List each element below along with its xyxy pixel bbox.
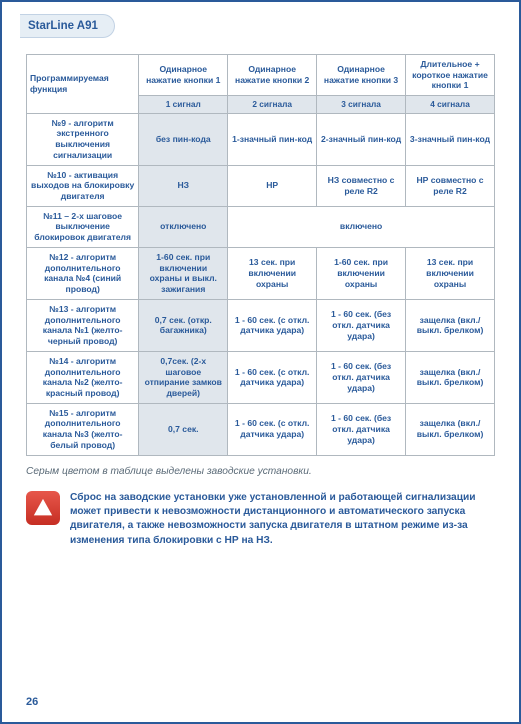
table-row: №13 - алгоритм дополнительного канала №1… bbox=[27, 299, 495, 351]
table-note: Серым цветом в таблице выделены заводски… bbox=[26, 466, 495, 477]
row-label: №14 - алгоритм дополнительного канала №2… bbox=[27, 351, 139, 403]
warning-box: Сброс на заводские установки уже установ… bbox=[26, 491, 495, 548]
table-row: №12 - алгоритм дополнительного канала №4… bbox=[27, 247, 495, 299]
table-row: №14 - алгоритм дополнительного канала №2… bbox=[27, 351, 495, 403]
th-c3: Одинарное нажатие кнопки 3 bbox=[317, 55, 406, 96]
cell: 2-значный пин-код bbox=[317, 113, 406, 165]
table-row: №9 - алгоритм экстренного выключения сиг… bbox=[27, 113, 495, 165]
cell: защелка (вкл./ выкл. брелком) bbox=[406, 351, 495, 403]
cell: 1 - 60 сек. (без откл. датчика удара) bbox=[317, 299, 406, 351]
cell: 1-60 сек. при включении охраны и выкл. з… bbox=[139, 247, 228, 299]
row-label: №15 - алгоритм дополнительного канала №3… bbox=[27, 403, 139, 455]
row-label: №9 - алгоритм экстренного выключения сиг… bbox=[27, 113, 139, 165]
page-body: Программируемая функция Одинарное нажати… bbox=[26, 54, 495, 682]
cell: 13 сек. при включении охраны bbox=[406, 247, 495, 299]
cell: защелка (вкл./выкл. брелком) bbox=[406, 403, 495, 455]
cell: 0,7сек. (2-х шаговое отпирание замков дв… bbox=[139, 351, 228, 403]
cell: 1 - 60 сек. (без откл. датчика удара) bbox=[317, 403, 406, 455]
cell: НР bbox=[228, 165, 317, 206]
warning-icon bbox=[26, 491, 60, 525]
cell: НЗ bbox=[139, 165, 228, 206]
header-title: StarLine A91 bbox=[28, 20, 98, 32]
row-label: №12 - алгоритм дополнительного канала №4… bbox=[27, 247, 139, 299]
th-s3: 3 сигнала bbox=[317, 96, 406, 113]
cell: 1 - 60 сек. (с откл. датчика удара) bbox=[228, 403, 317, 455]
th-s2: 2 сигнала bbox=[228, 96, 317, 113]
cell: 1-значный пин-код bbox=[228, 113, 317, 165]
th-s4: 4 сигнала bbox=[406, 96, 495, 113]
th-func: Программируемая функция bbox=[27, 55, 139, 114]
warning-text: Сброс на заводские установки уже установ… bbox=[70, 491, 495, 548]
cell: включено bbox=[228, 206, 495, 247]
cell: 1 - 60 сек. (без откл. датчика удара) bbox=[317, 351, 406, 403]
table-row: №15 - алгоритм дополнительного канала №3… bbox=[27, 403, 495, 455]
cell: 0,7 сек. (откр. багажника) bbox=[139, 299, 228, 351]
cell: 3-значный пин-код bbox=[406, 113, 495, 165]
cell: без пин-кода bbox=[139, 113, 228, 165]
cell: 1 - 60 сек. (с откл. датчика удара) bbox=[228, 299, 317, 351]
th-s1: 1 сигнал bbox=[139, 96, 228, 113]
cell: отключено bbox=[139, 206, 228, 247]
cell: 1-60 сек. при включении охраны bbox=[317, 247, 406, 299]
page-number: 26 bbox=[26, 696, 38, 708]
row-label: №13 - алгоритм дополнительного канала №1… bbox=[27, 299, 139, 351]
cell: 13 сек. при включении охраны bbox=[228, 247, 317, 299]
table-row: №11 – 2-х шаговое выключение блокировок … bbox=[27, 206, 495, 247]
cell: защелка (вкл./ выкл. брелком) bbox=[406, 299, 495, 351]
cell: НР совместно с реле R2 bbox=[406, 165, 495, 206]
row-label: №10 - активация выходов на блокировку дв… bbox=[27, 165, 139, 206]
th-c4: Длительное + короткое нажатие кнопки 1 bbox=[406, 55, 495, 96]
settings-table: Программируемая функция Одинарное нажати… bbox=[26, 54, 495, 456]
header-tab: StarLine A91 bbox=[20, 14, 115, 38]
table-row: №10 - активация выходов на блокировку дв… bbox=[27, 165, 495, 206]
th-c1: Одинарное нажатие кнопки 1 bbox=[139, 55, 228, 96]
th-c2: Одинарное нажатие кнопки 2 bbox=[228, 55, 317, 96]
cell: 0,7 сек. bbox=[139, 403, 228, 455]
cell: НЗ совместно с реле R2 bbox=[317, 165, 406, 206]
row-label: №11 – 2-х шаговое выключение блокировок … bbox=[27, 206, 139, 247]
cell: 1 - 60 сек. (с откл. датчика удара) bbox=[228, 351, 317, 403]
